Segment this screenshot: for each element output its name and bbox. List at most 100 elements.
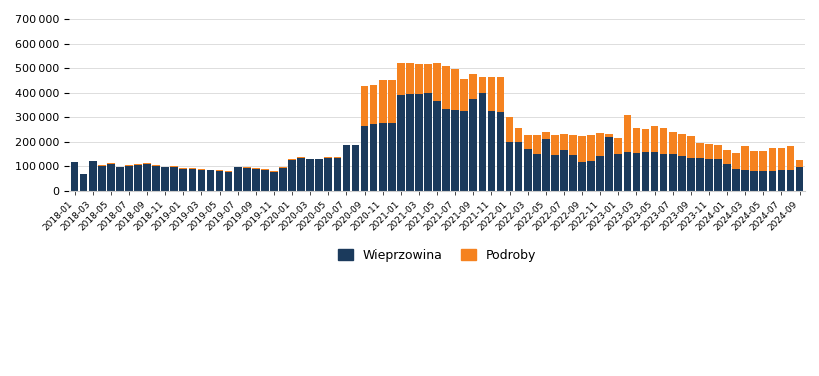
Bar <box>432 63 441 101</box>
Bar <box>342 145 350 191</box>
Bar <box>351 145 359 191</box>
Bar <box>586 161 595 191</box>
Bar <box>432 101 441 191</box>
Bar <box>577 136 586 162</box>
Bar <box>478 92 486 191</box>
Legend: Wieprzowina, Podroby: Wieprzowina, Podroby <box>333 244 541 267</box>
Bar <box>740 146 748 170</box>
Bar <box>785 146 794 170</box>
Bar <box>396 63 404 95</box>
Bar <box>505 117 513 142</box>
Bar <box>631 153 640 191</box>
Bar <box>794 167 803 191</box>
Bar <box>468 74 477 99</box>
Bar <box>468 99 477 191</box>
Bar <box>342 144 350 145</box>
Bar <box>333 158 341 191</box>
Bar <box>242 167 251 168</box>
Bar <box>776 170 785 191</box>
Bar <box>640 129 649 152</box>
Bar <box>767 148 776 171</box>
Bar <box>613 154 622 191</box>
Bar <box>595 133 604 156</box>
Bar <box>541 139 549 191</box>
Bar <box>505 142 513 191</box>
Bar <box>179 169 187 191</box>
Bar <box>188 168 196 191</box>
Bar <box>79 174 88 191</box>
Bar <box>134 165 142 191</box>
Bar <box>206 170 214 191</box>
Bar <box>541 132 549 139</box>
Bar <box>595 156 604 191</box>
Bar <box>115 167 124 191</box>
Bar <box>414 64 423 94</box>
Bar <box>514 128 522 142</box>
Bar <box>459 79 468 111</box>
Bar <box>613 138 622 154</box>
Bar <box>215 170 223 171</box>
Bar <box>631 128 640 153</box>
Bar <box>740 170 748 191</box>
Bar <box>152 165 160 166</box>
Bar <box>722 150 730 164</box>
Bar <box>179 168 187 169</box>
Bar <box>686 158 694 191</box>
Bar <box>650 152 658 191</box>
Bar <box>324 158 332 191</box>
Bar <box>378 80 386 123</box>
Bar <box>478 77 486 92</box>
Bar <box>251 168 260 191</box>
Bar <box>405 63 414 94</box>
Bar <box>496 112 504 191</box>
Bar <box>197 170 205 191</box>
Bar <box>287 160 296 191</box>
Bar <box>88 161 97 191</box>
Bar <box>441 109 450 191</box>
Bar <box>722 164 730 191</box>
Bar <box>97 165 106 166</box>
Bar <box>143 163 151 164</box>
Bar <box>450 69 459 110</box>
Bar <box>297 157 305 158</box>
Bar <box>260 169 269 170</box>
Bar <box>306 159 314 191</box>
Bar <box>125 166 133 191</box>
Bar <box>242 168 251 191</box>
Bar <box>161 167 169 191</box>
Bar <box>441 65 450 109</box>
Bar <box>369 124 377 191</box>
Bar <box>550 135 558 155</box>
Bar <box>650 126 658 152</box>
Bar <box>423 64 432 92</box>
Bar <box>758 171 767 191</box>
Bar <box>378 123 386 191</box>
Bar <box>668 155 676 191</box>
Bar <box>360 126 368 191</box>
Bar <box>269 171 278 191</box>
Bar <box>297 158 305 191</box>
Bar <box>351 144 359 145</box>
Bar <box>170 167 178 191</box>
Bar <box>794 160 803 167</box>
Bar <box>134 164 142 165</box>
Bar <box>523 135 531 149</box>
Bar <box>659 128 667 155</box>
Bar <box>776 148 785 170</box>
Bar <box>514 142 522 191</box>
Bar <box>749 151 758 171</box>
Bar <box>568 155 576 191</box>
Bar <box>278 168 287 191</box>
Bar <box>577 162 586 191</box>
Bar <box>106 163 115 164</box>
Bar <box>695 143 703 158</box>
Bar <box>758 152 767 171</box>
Bar <box>604 134 613 137</box>
Bar <box>568 135 576 155</box>
Bar <box>233 167 242 191</box>
Bar <box>125 165 133 166</box>
Bar <box>731 153 739 168</box>
Bar <box>315 159 323 191</box>
Bar <box>622 115 631 152</box>
Bar <box>387 123 395 191</box>
